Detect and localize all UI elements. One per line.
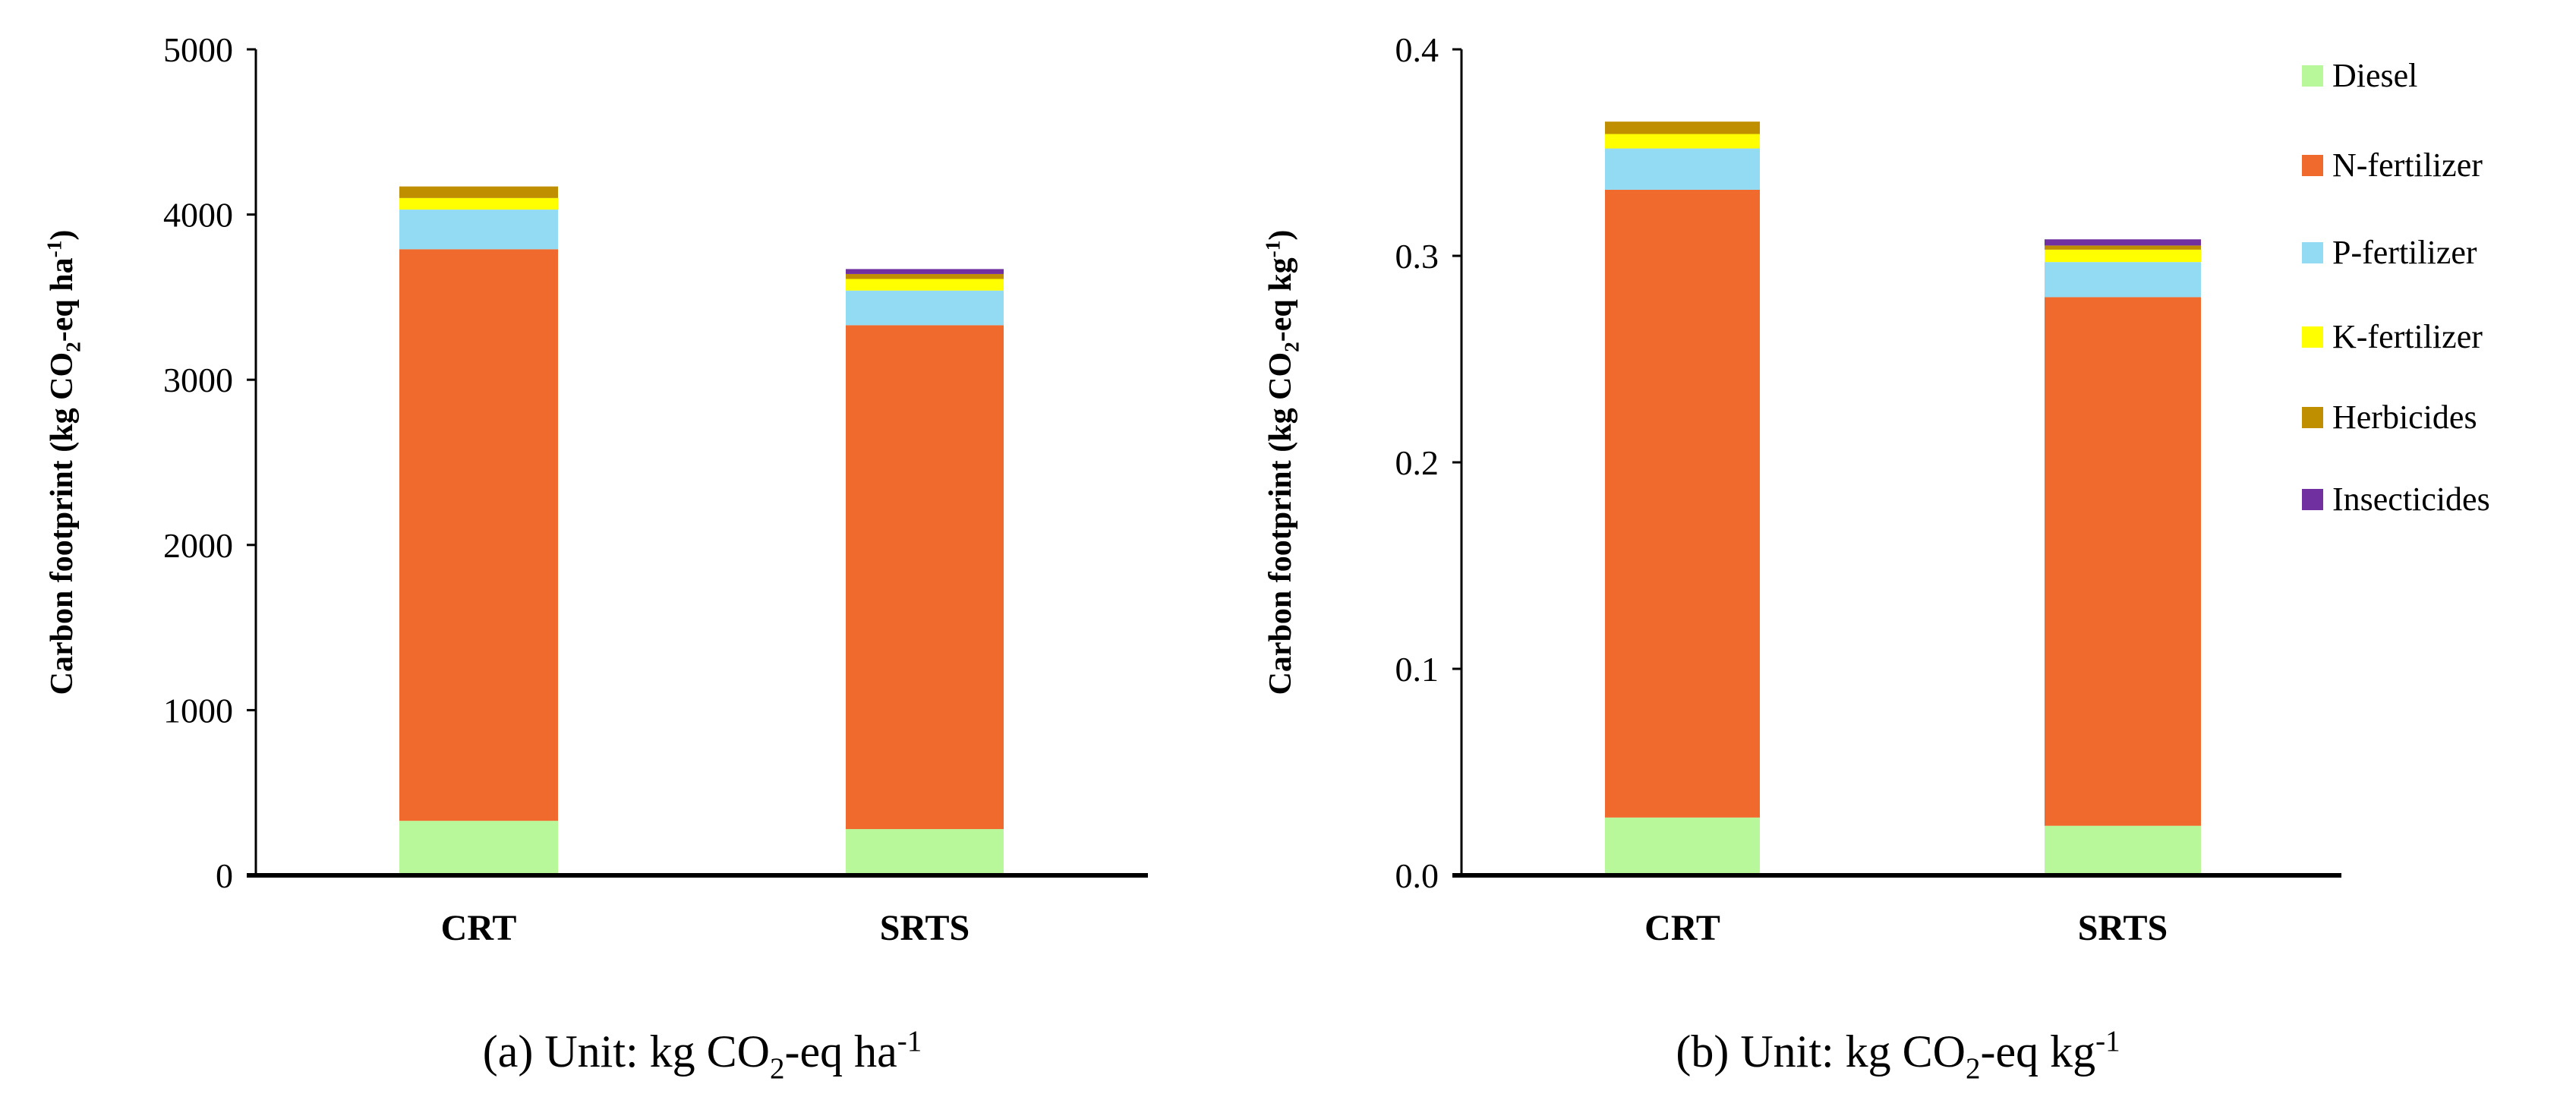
bar-segment-diesel xyxy=(399,821,558,875)
bar-segment-p-fertilizer xyxy=(1605,148,1760,190)
legend-item: Insecticides xyxy=(2302,481,2490,518)
bar-segment-herbicides xyxy=(1605,121,1760,134)
y-axis-label-part: -eq ha xyxy=(45,257,80,342)
y-axis-label-part: ) xyxy=(1263,230,1298,241)
bar-segment-k-fertilizer xyxy=(2045,249,2201,263)
legend-swatch xyxy=(2302,242,2323,263)
y-tick-label: 3000 xyxy=(163,361,233,399)
y-axis-label-part: 2 xyxy=(62,342,85,352)
y-axis-label: Carbon footprint (kg CO2-eq ha-1) xyxy=(43,230,84,695)
bar-segment-p-fertilizer xyxy=(846,290,1004,326)
bar-segment-n-fertilizer xyxy=(399,249,558,821)
bar-segment-p-fertilizer xyxy=(399,210,558,250)
y-axis-label-part: Carbon footprint (kg CO xyxy=(45,352,80,695)
legend-swatch xyxy=(2302,65,2323,87)
bar-segment-insecticides xyxy=(846,269,1004,274)
legend-swatch xyxy=(2302,489,2323,510)
y-tick-label: 0 xyxy=(216,856,233,895)
bar-segment-herbicides xyxy=(2045,245,2201,250)
legend: Diesel N-fertilizer P-fertilizer K-fertiliz… xyxy=(2302,57,2490,518)
bar-segment-n-fertilizer xyxy=(1605,189,1760,818)
bar-segment-k-fertilizer xyxy=(399,197,558,210)
bar-segment-herbicides xyxy=(846,273,1004,279)
legend-label: P-fertilizer xyxy=(2332,234,2477,271)
y-tick-label: 0.0 xyxy=(1395,856,1439,895)
bar-segment-k-fertilizer xyxy=(846,279,1004,291)
bar-segment-p-fertilizer xyxy=(2045,262,2201,298)
y-tick-label: 0.1 xyxy=(1395,650,1439,689)
y-tick-label: 0.3 xyxy=(1395,237,1439,276)
y-tick-label: 2000 xyxy=(163,526,233,565)
chart-caption-part: -eq kg xyxy=(1981,1026,2096,1077)
y-axis-label-part: -1 xyxy=(1261,241,1284,258)
legend-swatch xyxy=(2302,326,2323,348)
bar-segment-insecticides xyxy=(2045,239,2201,246)
y-axis-label-part: Carbon footprint (kg CO xyxy=(1263,352,1298,695)
chart-b: CRT SRTS 0.0 0.1 0.2 0.3 0.4 Carbon footprint (… xyxy=(1261,30,2341,1085)
legend-item: N-fertilizer xyxy=(2302,147,2483,184)
bar-segment-n-fertilizer xyxy=(2045,297,2201,826)
y-axis-label: Carbon footprint (kg CO2-eq kg-1) xyxy=(1261,230,1303,695)
y-tick-label: 5000 xyxy=(163,30,233,69)
chart-caption-part: -1 xyxy=(897,1025,922,1058)
chart-caption-part: 2 xyxy=(1966,1052,1981,1085)
legend-label: Insecticides xyxy=(2332,481,2490,518)
bar-segment-k-fertilizer xyxy=(1605,134,1760,149)
legend-swatch xyxy=(2302,407,2323,428)
category-label: SRTS xyxy=(880,908,970,948)
chart-caption: (b) Unit: kg CO2-eq kg-1 xyxy=(1676,1025,2120,1085)
legend-item: K-fertilizer xyxy=(2302,318,2483,355)
y-axis-label-part: ) xyxy=(45,230,80,241)
chart-caption-part: 2 xyxy=(770,1052,785,1085)
category-label: CRT xyxy=(441,908,517,948)
bar-segment-herbicides xyxy=(399,186,558,198)
chart-a: CRT SRTS 0 1000 2000 3000 4000 5000 Carbon footp… xyxy=(43,30,1148,1085)
category-label: SRTS xyxy=(2078,908,2168,948)
legend-label: Herbicides xyxy=(2332,399,2477,436)
chart-caption-part: (a) Unit: kg CO xyxy=(483,1026,770,1077)
bar-segment-diesel xyxy=(2045,825,2201,875)
bar-segment-n-fertilizer xyxy=(846,325,1004,830)
y-axis-label-part: -eq kg xyxy=(1263,257,1298,342)
y-axis-label-part: 2 xyxy=(1281,342,1304,352)
legend-item: Herbicides xyxy=(2302,399,2477,436)
legend-label: Diesel xyxy=(2332,57,2417,94)
chart-caption-part: (b) Unit: kg CO xyxy=(1676,1026,1966,1077)
bar-segment-diesel xyxy=(1605,817,1760,875)
y-tick-label: 4000 xyxy=(163,196,233,235)
chart-caption: (a) Unit: kg CO2-eq ha-1 xyxy=(483,1025,922,1085)
y-tick-label: 0.4 xyxy=(1395,30,1439,69)
chart-caption-part: -eq ha xyxy=(785,1026,897,1077)
y-axis-label-part: -1 xyxy=(43,241,65,258)
bar-segment-diesel xyxy=(846,829,1004,875)
chart-caption-part: -1 xyxy=(2095,1025,2120,1058)
legend-label: K-fertilizer xyxy=(2332,318,2483,355)
legend-item: P-fertilizer xyxy=(2302,234,2477,271)
legend-item: Diesel xyxy=(2302,57,2417,94)
y-tick-label: 1000 xyxy=(163,691,233,730)
category-label: CRT xyxy=(1644,908,1720,948)
legend-swatch xyxy=(2302,155,2323,176)
y-tick-label: 0.2 xyxy=(1395,443,1439,482)
legend-label: N-fertilizer xyxy=(2332,147,2483,184)
